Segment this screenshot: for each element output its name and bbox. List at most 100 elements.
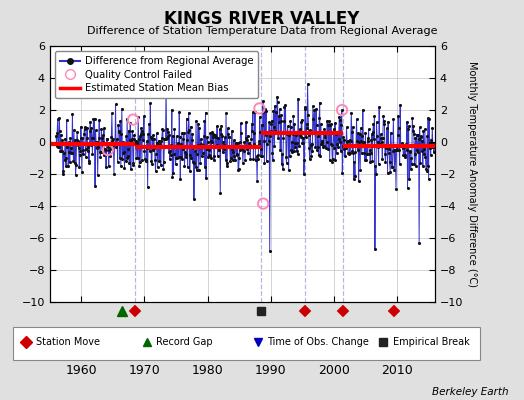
Point xyxy=(370,136,378,142)
Point xyxy=(214,147,223,153)
Point xyxy=(253,178,261,184)
Point xyxy=(283,123,292,130)
Point xyxy=(390,147,398,153)
Point xyxy=(378,156,387,162)
Point xyxy=(180,130,188,136)
Point xyxy=(324,128,333,135)
Point xyxy=(412,162,420,169)
Point xyxy=(177,141,185,147)
Point xyxy=(396,102,405,108)
Point xyxy=(271,103,279,109)
Point xyxy=(166,156,174,162)
Point xyxy=(200,133,208,140)
Point xyxy=(166,147,174,154)
Point xyxy=(183,137,191,144)
Point xyxy=(295,142,303,149)
Point xyxy=(347,129,356,135)
Point xyxy=(121,139,129,146)
Point xyxy=(245,140,253,146)
Point xyxy=(174,143,182,149)
Point xyxy=(155,158,163,164)
Point xyxy=(211,134,220,140)
Point xyxy=(149,147,157,154)
Point xyxy=(344,149,352,156)
Point xyxy=(383,125,391,132)
Point xyxy=(209,134,217,140)
Point xyxy=(74,142,82,149)
Point xyxy=(131,140,139,146)
Point xyxy=(258,153,267,160)
Point xyxy=(142,157,150,163)
Point xyxy=(181,149,189,155)
Point xyxy=(167,151,175,158)
Point xyxy=(281,129,289,135)
FancyBboxPatch shape xyxy=(13,327,481,360)
Point xyxy=(302,134,310,140)
Point xyxy=(310,130,318,136)
Point xyxy=(118,105,126,112)
Point xyxy=(117,163,125,169)
Point xyxy=(117,131,126,138)
Point xyxy=(328,159,336,165)
Point xyxy=(355,139,363,146)
Point xyxy=(101,147,110,153)
Point xyxy=(56,128,64,134)
Point xyxy=(270,143,279,150)
Point xyxy=(69,141,77,147)
Point xyxy=(386,159,394,165)
Point xyxy=(144,184,152,190)
Point xyxy=(152,130,161,136)
Point xyxy=(54,144,63,150)
Point xyxy=(75,152,84,158)
Text: 1960: 1960 xyxy=(66,364,97,377)
Text: Station Move: Station Move xyxy=(36,337,100,347)
Point xyxy=(118,156,127,163)
Point xyxy=(407,165,415,172)
Point xyxy=(296,126,304,133)
Point xyxy=(250,130,258,136)
Point xyxy=(196,136,205,143)
Point xyxy=(428,125,436,132)
Point xyxy=(67,145,75,152)
Point xyxy=(319,129,328,136)
Point xyxy=(250,141,259,147)
Point xyxy=(61,155,70,161)
Point xyxy=(423,163,432,170)
Point xyxy=(411,135,420,141)
Point xyxy=(238,144,246,150)
Point xyxy=(180,163,189,169)
Point xyxy=(72,137,81,144)
Point xyxy=(281,101,290,108)
Point xyxy=(169,170,178,176)
Point xyxy=(318,140,326,146)
Point xyxy=(394,132,402,138)
Point xyxy=(134,155,142,162)
Point xyxy=(429,141,437,147)
Point xyxy=(92,145,101,152)
Point xyxy=(169,133,177,139)
Point xyxy=(160,135,169,142)
Point xyxy=(80,131,88,137)
Point xyxy=(252,157,260,164)
Point xyxy=(155,138,163,144)
Point xyxy=(411,151,419,158)
Point xyxy=(52,143,61,149)
Point xyxy=(424,176,433,182)
Point xyxy=(266,248,274,254)
Point xyxy=(208,129,216,136)
Point xyxy=(284,130,292,137)
Point xyxy=(192,118,200,124)
Point xyxy=(315,115,323,122)
Point xyxy=(245,143,254,150)
Point xyxy=(385,145,393,152)
Point xyxy=(207,155,215,161)
Point xyxy=(168,174,177,180)
Point xyxy=(375,161,383,167)
Point xyxy=(370,113,379,119)
Point xyxy=(326,141,335,147)
Point xyxy=(202,146,211,152)
Point xyxy=(62,163,70,169)
Point xyxy=(339,143,347,149)
Point xyxy=(310,106,319,113)
Point xyxy=(285,132,293,138)
